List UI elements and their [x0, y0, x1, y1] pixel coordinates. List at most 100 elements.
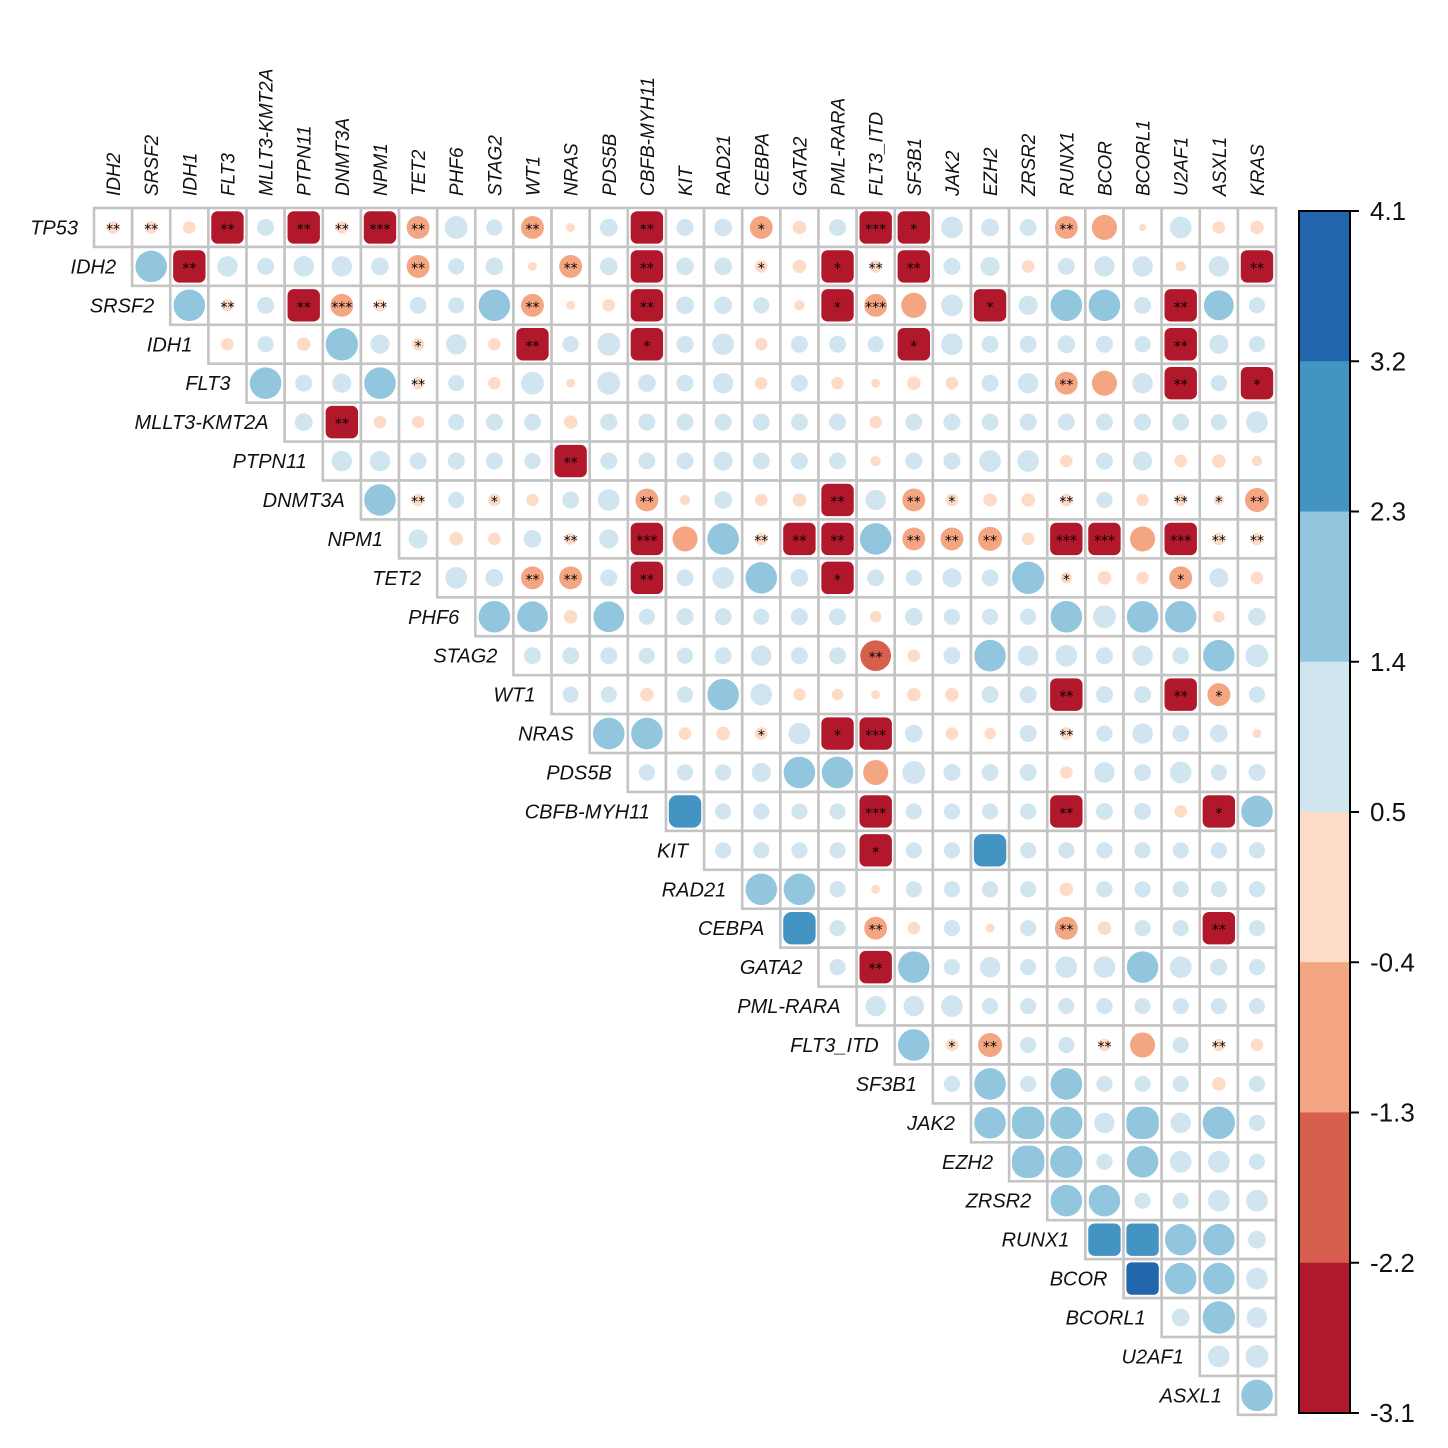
cell-circle: [679, 494, 691, 506]
cell: [931, 790, 973, 833]
cell: [550, 206, 591, 249]
cell: [664, 401, 706, 443]
significance-stars: **: [220, 300, 234, 316]
cell-circle: [363, 211, 397, 244]
cell: [512, 634, 553, 677]
cell: ***: [626, 518, 668, 560]
significance-stars: **: [297, 222, 311, 238]
cell-circle: [183, 221, 196, 234]
cell: [1084, 751, 1125, 794]
cell: [664, 673, 706, 716]
colorbar-segment: [1299, 962, 1350, 1113]
significance-stars: *: [948, 1039, 955, 1055]
cell: [664, 206, 706, 249]
cell: [969, 868, 1011, 911]
cell: [702, 362, 744, 404]
cell: [969, 245, 1011, 288]
cell-circle: [1134, 296, 1152, 314]
cell: [931, 712, 973, 755]
cell: [626, 595, 668, 638]
row-label: TET2: [372, 568, 421, 590]
cell: [283, 245, 325, 288]
cell-circle: [1134, 413, 1152, 431]
cell: [969, 946, 1011, 988]
cell-circle: [790, 413, 808, 431]
cell: [969, 401, 1011, 443]
column-label: JAK2: [943, 150, 964, 197]
cell: [893, 868, 935, 911]
cell-circle: [295, 374, 313, 392]
column-label: WT1: [523, 156, 544, 196]
cell: [435, 557, 477, 599]
cell-circle: [1248, 1075, 1266, 1093]
cell: [588, 245, 630, 288]
cell-circle: [1207, 1189, 1230, 1212]
cell-circle: [1136, 571, 1149, 585]
cell: **: [1045, 362, 1087, 404]
cell-circle: [1019, 763, 1037, 781]
cell-circle: [1248, 1114, 1266, 1131]
cell: [1122, 907, 1163, 949]
cell: [1236, 206, 1278, 249]
cell: **: [817, 518, 858, 560]
column-label: KRAS: [1248, 144, 1269, 196]
cell: [1160, 1179, 1202, 1222]
cell: [512, 440, 553, 482]
cell-circle: [630, 289, 664, 322]
cell: [435, 206, 477, 249]
cell-circle: [907, 921, 921, 935]
cell: [1198, 1141, 1240, 1183]
cell: [1236, 751, 1278, 794]
cell: [969, 595, 1011, 638]
cell: [664, 362, 706, 404]
significance-stars: *: [491, 494, 498, 510]
cell-circle: [1097, 571, 1112, 585]
cell: [1198, 712, 1240, 755]
cell-circle: [1164, 328, 1197, 361]
cell-circle: [1241, 795, 1273, 828]
cell-circle: [905, 569, 922, 586]
cell-circle: [599, 218, 618, 237]
cell: [969, 557, 1011, 599]
cell-circle: [945, 727, 959, 740]
cell-circle: [135, 250, 167, 283]
column-label: STAG2: [485, 135, 506, 196]
cell-circle: [528, 261, 537, 271]
cell-circle: [144, 221, 158, 234]
cell: [664, 634, 706, 677]
cell-circle: [859, 523, 892, 555]
cell-circle: [714, 257, 733, 276]
cell-circle: [983, 493, 997, 507]
cell: [1122, 790, 1163, 833]
cell-circle: [1170, 1112, 1191, 1134]
cell-circle: [488, 337, 501, 351]
cell: [893, 751, 935, 794]
cell-circle: [449, 532, 464, 546]
cell-circle: [516, 328, 549, 361]
cell: **: [1236, 479, 1278, 521]
cell-circle: [1210, 958, 1228, 976]
row-label: GATA2: [740, 957, 803, 979]
cell: **: [550, 245, 591, 288]
cell: *: [969, 284, 1011, 327]
cell-circle: [783, 912, 816, 945]
cell: [1122, 829, 1163, 872]
cell-circle: [943, 452, 961, 470]
cell-circle: [635, 488, 659, 512]
cell: [969, 712, 1011, 755]
cell-circle: [217, 256, 238, 277]
cell-circle: [1055, 644, 1078, 667]
cell: [893, 362, 935, 404]
cell-circle: [974, 639, 1006, 672]
cell-circle: [593, 601, 625, 633]
cell-circle: [676, 413, 694, 431]
cell: [1084, 1102, 1125, 1144]
cell-circle: [1050, 678, 1083, 711]
cell: [664, 245, 706, 288]
cell: [1160, 1141, 1202, 1183]
cell-circle: [1096, 1075, 1113, 1093]
cell-circle: [945, 493, 959, 507]
cell: [1007, 1063, 1049, 1105]
cell-circle: [791, 803, 808, 820]
significance-stars: **: [525, 222, 539, 238]
